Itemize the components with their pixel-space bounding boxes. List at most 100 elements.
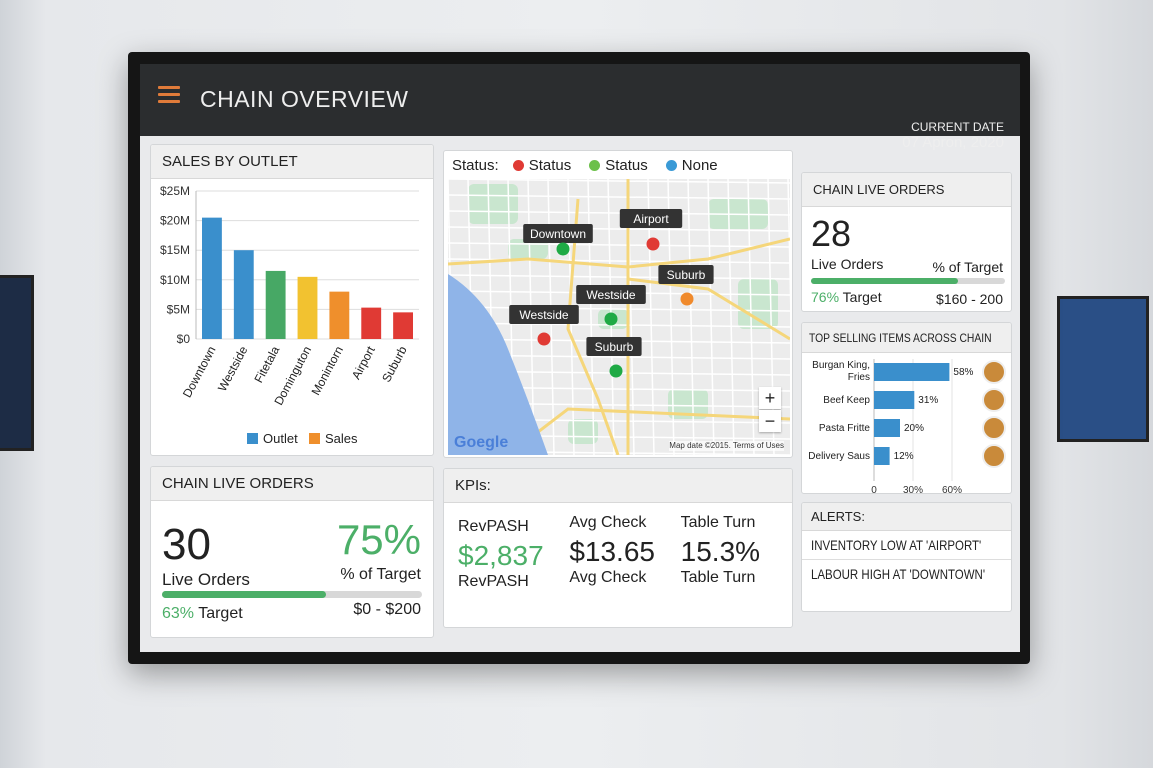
zoom-in-button[interactable]: + (759, 387, 781, 409)
legend-swatch (247, 433, 258, 444)
item-value-label: 58% (953, 367, 973, 378)
live-orders-count: 30 (162, 520, 211, 569)
legend-label: Outlet (263, 431, 298, 446)
food-thumbnail-icon (982, 416, 1006, 440)
panel-title-bar: TOP SELLING ITEMS ACROSS CHAIN (802, 323, 1011, 353)
bar-fitetala[interactable] (265, 270, 286, 339)
panel-title: ALERTS: (802, 503, 1011, 531)
pin-marker-icon[interactable] (646, 237, 660, 251)
date-label: CURRENT DATE (911, 120, 1004, 134)
bar-airport[interactable] (361, 307, 382, 339)
pin-marker-icon[interactable] (556, 242, 570, 256)
highway (566, 198, 620, 455)
legend-label: Status (528, 157, 572, 174)
pin-label: Suburb (595, 340, 634, 354)
x-tick-label: Airport (349, 343, 378, 381)
zoom-out-button[interactable]: − (759, 410, 781, 432)
park-area (568, 419, 598, 444)
legend-item: None (665, 157, 718, 174)
bar-dominguton[interactable] (297, 276, 318, 339)
bar-westside[interactable] (233, 250, 254, 339)
kpi-sub-label: RevPASH (458, 573, 529, 590)
sales-by-outlet-panel: SALES BY OUTLET $0 $5M $10M $15M $20M $25M Dow… (150, 144, 434, 456)
item-bar[interactable] (874, 363, 950, 381)
kpi-label: Table Turn (680, 514, 756, 531)
map-pin-westside[interactable]: Westside (509, 305, 579, 346)
ocean (448, 274, 548, 455)
top-items-bar-chart: 0 30% 60% Burgan King,Fries 58% Beef Keep 31% P… (808, 359, 1006, 494)
x-tick-label: Downtown (180, 344, 219, 400)
alert-text: LABOUR HIGH AT 'DOWNTOWN' (811, 566, 986, 582)
kpi-value: 15.3% (680, 536, 761, 567)
dashboard-screen: CHAIN OVERVIEW CURRENT DATE 07 Apron, 20… (140, 64, 1020, 652)
kpi-label: Avg Check (569, 514, 647, 531)
top-item-row[interactable]: Delivery Saus 12% (808, 444, 1006, 468)
pin-marker-icon[interactable] (609, 364, 623, 378)
pin-label: Downtown (530, 227, 586, 241)
target-range: $0 - $200 (353, 601, 421, 618)
map-pin-suburb[interactable]: Suburb (586, 337, 642, 378)
item-value-label: 31% (918, 395, 938, 406)
map-pin-airport[interactable]: Airport (619, 209, 683, 251)
item-bar[interactable] (874, 447, 890, 465)
pct-of-target-label: % of Target (340, 566, 421, 583)
pin-label: Suburb (667, 268, 706, 282)
target-text: 76% Target (811, 289, 882, 305)
alert-item[interactable]: LABOUR HIGH AT 'DOWNTOWN' (802, 560, 1011, 588)
pin-marker-icon[interactable] (604, 312, 618, 326)
pin-marker-icon[interactable] (537, 332, 551, 346)
park-area (468, 184, 518, 224)
alert-item[interactable]: INVENTORY LOW AT 'AIRPORT' (802, 531, 1011, 560)
background-monitor-right (1057, 296, 1149, 442)
item-bar[interactable] (874, 391, 915, 409)
background-monitor-left (0, 275, 34, 451)
page-title: CHAIN OVERVIEW (200, 86, 409, 112)
pin-marker-icon[interactable] (680, 292, 694, 306)
hamburger-menu-icon[interactable] (158, 86, 180, 104)
kpi-label: RevPASH (458, 518, 529, 535)
alert-text: INVENTORY LOW AT 'AIRPORT' (811, 537, 982, 553)
y-tick-label: $10M (160, 273, 190, 287)
kpis-panel: KPIs: RevPASH $2,837 RevPASH Avg Check $13.6… (443, 468, 793, 628)
y-tick-label: $20M (160, 214, 190, 228)
legend-label: None (681, 157, 718, 174)
y-tick-label: $15M (160, 243, 190, 257)
x-tick-label: 30% (903, 485, 923, 494)
kpi-sub-label: Avg Check (569, 569, 647, 586)
city-map[interactable]: Downtown Airport Suburb Westside Westside Sub… (448, 179, 790, 455)
kpi-value: $2,837 (458, 540, 544, 571)
panel-title: SALES BY OUTLET (151, 145, 433, 179)
kpi-table-turn: Table Turn 15.3% Table Turn (681, 511, 792, 591)
y-tick-label: $0 (177, 332, 191, 346)
item-bar[interactable] (874, 419, 900, 437)
live-orders-label: Live Orders (162, 570, 250, 589)
bar-suburb[interactable] (393, 312, 413, 339)
top-item-row[interactable]: Beef Keep 31% (823, 388, 1006, 412)
food-thumbnail-icon (982, 388, 1006, 412)
top-item-row[interactable]: Pasta Fritte 20% (819, 416, 1006, 440)
map-pin-downtown[interactable]: Downtown (523, 224, 593, 256)
app-header: CHAIN OVERVIEW (140, 64, 1020, 136)
park-area (738, 279, 778, 329)
map-pin-suburb[interactable]: Suburb (658, 265, 714, 306)
legend-label: Status (605, 157, 648, 174)
target-progress-bar (811, 278, 1005, 284)
item-value-label: 12% (894, 451, 914, 462)
y-tick-label: $5M (167, 302, 190, 316)
legend-label: Sales (325, 431, 358, 446)
pin-label: Airport (633, 212, 669, 226)
map-attribution[interactable]: Map date ©2015. Terms of Uses (669, 441, 784, 451)
bar-monintorn[interactable] (329, 291, 350, 339)
chain-live-orders-panel: CHAIN LIVE ORDERS 30 Live Orders 75% % o… (150, 466, 434, 638)
map-pin-westside[interactable]: Westside (576, 285, 646, 326)
date-value: 07 Apron, 2020 (902, 134, 1004, 151)
target-text: 63% Target (162, 605, 243, 623)
top-item-row[interactable]: Burgan King,Fries 58% (812, 360, 1006, 384)
y-tick-label: $25M (160, 184, 190, 198)
bar-downtown[interactable] (202, 217, 222, 339)
status-map-panel: Status: Status Status None Downtown Airport… (443, 150, 793, 458)
top-selling-items-panel: TOP SELLING ITEMS ACROSS CHAIN 0 30% 60% Bu… (801, 322, 1012, 494)
x-tick-label: Monintorn (309, 344, 346, 398)
x-tick-label: 60% (942, 485, 962, 494)
